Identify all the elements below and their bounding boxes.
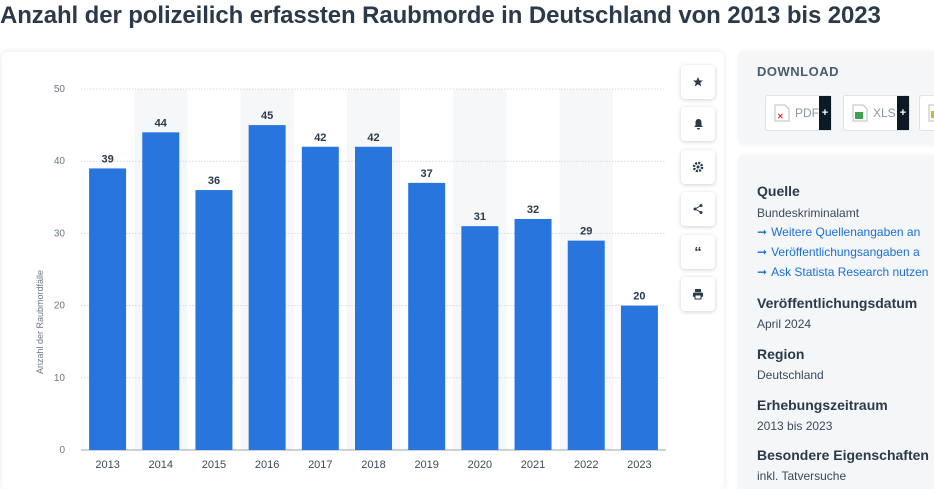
svg-text:✕: ✕ xyxy=(777,112,784,121)
bar xyxy=(248,125,286,450)
print-icon xyxy=(693,289,703,300)
bar-value-label: 45 xyxy=(261,110,273,122)
survey-period-heading: Erhebungszeitraum xyxy=(757,397,888,413)
bar xyxy=(408,182,446,451)
survey-period-value: 2013 bis 2023 xyxy=(757,419,833,433)
y-tick-label: 30 xyxy=(54,228,66,239)
notification-button[interactable] xyxy=(681,107,715,141)
region-value: Deutschland xyxy=(757,368,824,382)
download-panel: DOWNLOAD ✕ PDF + XLS + xyxy=(739,52,934,144)
download-image-button[interactable] xyxy=(919,95,934,131)
xls-plus-icon: + xyxy=(897,96,909,130)
x-tick-label: 2020 xyxy=(468,459,492,471)
bar-value-label: 36 xyxy=(208,175,220,187)
y-tick-label: 0 xyxy=(59,445,65,456)
x-tick-label: 2013 xyxy=(95,459,119,471)
publication-date-heading: Veröffentlichungsdatum xyxy=(757,295,918,311)
chart-card: 39 44 36 45 42 42 37 31 32 29 20 2013 2014 2015 2016 2… xyxy=(2,52,724,489)
chart-y-ticks: 0 10 20 30 40 50 xyxy=(54,84,66,456)
source-value: Bundeskriminalamt xyxy=(757,206,860,220)
x-tick-label: 2021 xyxy=(521,459,545,471)
y-axis-label: Anzahl der Raubmordfälle xyxy=(35,270,45,374)
download-xls-button[interactable]: XLS + xyxy=(843,95,910,131)
info-panel: Quelle Bundeskriminalamt ➞ Weitere Quelle… xyxy=(739,156,934,489)
special-properties-value: inkl. Tatversuche xyxy=(757,469,847,483)
bar xyxy=(355,146,392,450)
bar xyxy=(195,190,233,450)
x-tick-label: 2018 xyxy=(361,459,385,471)
bar xyxy=(89,168,127,451)
y-tick-label: 10 xyxy=(54,373,66,384)
x-tick-label: 2022 xyxy=(574,459,598,471)
quote-icon: “ xyxy=(694,243,702,261)
star-icon xyxy=(693,77,703,87)
y-tick-label: 20 xyxy=(54,301,66,312)
print-button[interactable] xyxy=(681,277,715,311)
share-icon xyxy=(693,204,703,214)
source-heading: Quelle xyxy=(757,183,800,199)
arrow-right-icon: ➞ xyxy=(757,265,768,279)
bar-value-label: 39 xyxy=(101,153,113,165)
bar-value-label: 20 xyxy=(633,291,645,303)
bell-icon xyxy=(693,119,703,130)
region-heading: Region xyxy=(757,346,805,362)
bar-value-label: 31 xyxy=(474,211,486,223)
link-more-sources[interactable]: ➞ Weitere Quellenangaben an xyxy=(757,225,921,239)
bar-value-label: 42 xyxy=(367,132,379,144)
special-properties-heading: Besondere Eigenschaften xyxy=(757,447,929,463)
xls-file-icon xyxy=(852,104,868,122)
link-publication-info[interactable]: ➞ Veröffentlichungsangaben a xyxy=(757,245,920,259)
bar xyxy=(142,132,180,450)
gear-icon xyxy=(692,161,704,173)
bar-value-label: 29 xyxy=(580,226,592,238)
settings-button[interactable] xyxy=(681,150,715,184)
bar xyxy=(620,305,658,450)
link-ask-research[interactable]: ➞ Ask Statista Research nutzen xyxy=(757,265,929,279)
pdf-file-icon: ✕ xyxy=(774,104,790,122)
x-tick-label: 2014 xyxy=(149,459,173,471)
chart-value-labels: 39 44 36 45 42 42 37 31 32 29 20 xyxy=(101,110,645,303)
bar-value-label: 42 xyxy=(314,132,326,144)
star-button[interactable] xyxy=(681,65,715,99)
y-tick-label: 50 xyxy=(54,84,66,95)
x-tick-label: 2023 xyxy=(627,459,651,471)
x-tick-label: 2017 xyxy=(308,459,332,471)
share-button[interactable] xyxy=(681,192,715,226)
pdf-label: PDF xyxy=(795,106,819,120)
bar xyxy=(514,218,552,450)
bar-value-label: 32 xyxy=(527,204,539,216)
xls-label: XLS xyxy=(873,106,896,120)
pdf-plus-icon: + xyxy=(819,96,831,130)
image-file-icon xyxy=(928,104,934,122)
chart-bars xyxy=(89,125,658,451)
arrow-right-icon: ➞ xyxy=(757,245,768,259)
cite-button[interactable]: “ xyxy=(681,235,715,269)
bar-value-label: 37 xyxy=(421,168,433,180)
arrow-right-icon: ➞ xyxy=(757,225,768,239)
download-pdf-button[interactable]: ✕ PDF + xyxy=(765,95,832,131)
x-tick-label: 2015 xyxy=(202,459,226,471)
bar xyxy=(461,226,499,450)
x-tick-label: 2016 xyxy=(255,459,279,471)
chart-x-ticks: 2013 2014 2015 2016 2017 2018 2019 2020 2021 2022… xyxy=(95,459,651,471)
bar-value-label: 44 xyxy=(155,117,168,129)
download-title: DOWNLOAD xyxy=(757,64,839,79)
y-tick-label: 40 xyxy=(54,156,66,167)
page-title: Anzahl der polizeilich erfassten Raubmor… xyxy=(0,2,881,29)
publication-date-value: April 2024 xyxy=(757,317,812,331)
x-tick-label: 2019 xyxy=(414,459,438,471)
bar xyxy=(301,146,339,450)
bar xyxy=(567,240,605,450)
